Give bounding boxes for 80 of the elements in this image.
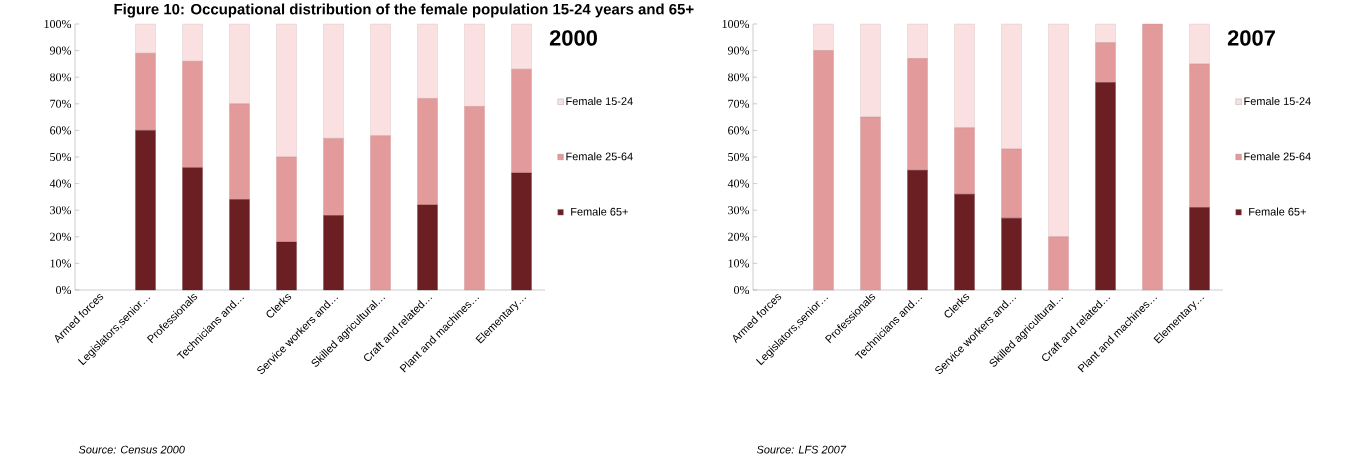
bar <box>1095 23 1116 43</box>
y-tick-label: 60% <box>728 126 750 135</box>
bar <box>860 23 881 118</box>
bar <box>323 215 344 291</box>
y-tick-label: 30% <box>728 206 750 215</box>
bar <box>813 50 834 291</box>
chart-subtitle: 2000 <box>549 30 597 46</box>
bar <box>860 116 881 291</box>
y-tick-label: 50% <box>50 152 72 162</box>
bar <box>1048 23 1069 237</box>
bar <box>954 23 975 128</box>
bar <box>182 23 203 62</box>
bar <box>182 61 203 168</box>
legend-label: Female 15-24 <box>566 97 633 106</box>
bar <box>464 106 485 291</box>
bar <box>464 23 485 107</box>
bar <box>323 138 344 216</box>
bar <box>323 23 344 139</box>
bar <box>1095 82 1116 291</box>
y-tick-label: 90% <box>727 46 750 55</box>
y-tick-label: 100% <box>44 19 72 29</box>
bar <box>135 23 156 54</box>
bar <box>1001 148 1022 219</box>
y-tick-label: 40% <box>49 179 72 188</box>
bar <box>1189 23 1210 65</box>
bar <box>229 23 250 104</box>
bar <box>182 167 203 291</box>
bar <box>907 58 928 171</box>
legend-label: Female 25-64 <box>1244 152 1311 161</box>
y-tick-label: 20% <box>50 232 72 241</box>
bar <box>1048 236 1069 291</box>
bar <box>907 170 928 291</box>
chart-title: Figure 10: Occupational distribution of the female population 15-24 years and 65+ <box>114 3 694 18</box>
bar <box>1001 218 1022 291</box>
bar <box>954 127 975 195</box>
y-tick-label: 80% <box>50 73 72 82</box>
legend-label: Female 15-24 <box>1244 97 1311 106</box>
legend-label: Female 25-64 <box>566 152 633 161</box>
source-note: Source: Census 2000 <box>78 445 185 454</box>
y-tick-label: 50% <box>728 152 750 162</box>
bar <box>135 53 156 131</box>
bar <box>907 23 928 59</box>
bar <box>511 172 532 291</box>
bar <box>370 23 391 136</box>
y-tick-label: 70% <box>50 99 72 108</box>
y-tick-label: 90% <box>49 46 72 55</box>
bar <box>276 241 297 291</box>
y-tick-label: 0% <box>734 285 750 295</box>
y-tick-label: 70% <box>728 99 750 108</box>
bar <box>813 23 834 51</box>
y-tick-label: 80% <box>728 73 750 82</box>
legend-label: Female 65+ <box>571 207 628 216</box>
bar <box>276 23 297 158</box>
bar <box>417 204 438 291</box>
bar <box>511 69 532 174</box>
legend-label: Female 65+ <box>1249 207 1306 216</box>
bar <box>1189 63 1210 208</box>
bar <box>1001 23 1022 150</box>
y-tick-label: 100% <box>722 19 750 29</box>
source-note: Source: LFS 2007 <box>756 445 847 454</box>
bar <box>135 130 156 291</box>
bar <box>1189 207 1210 291</box>
bar <box>954 194 975 291</box>
bar <box>1142 23 1163 291</box>
chart-subtitle: 2007 <box>1227 30 1275 46</box>
y-tick-label: 20% <box>728 232 750 241</box>
bar <box>417 98 438 206</box>
y-tick-label: 10% <box>728 259 750 268</box>
bar <box>417 23 438 99</box>
y-tick-label: 0% <box>56 285 72 295</box>
y-tick-label: 30% <box>50 206 72 215</box>
y-tick-label: 40% <box>727 179 750 188</box>
bar <box>1095 42 1116 83</box>
y-tick-label: 10% <box>50 259 72 268</box>
bar <box>229 103 250 200</box>
bar <box>370 135 391 291</box>
y-tick-label: 60% <box>50 126 72 135</box>
bar <box>229 199 250 291</box>
bar <box>276 156 297 243</box>
bar <box>511 23 532 70</box>
